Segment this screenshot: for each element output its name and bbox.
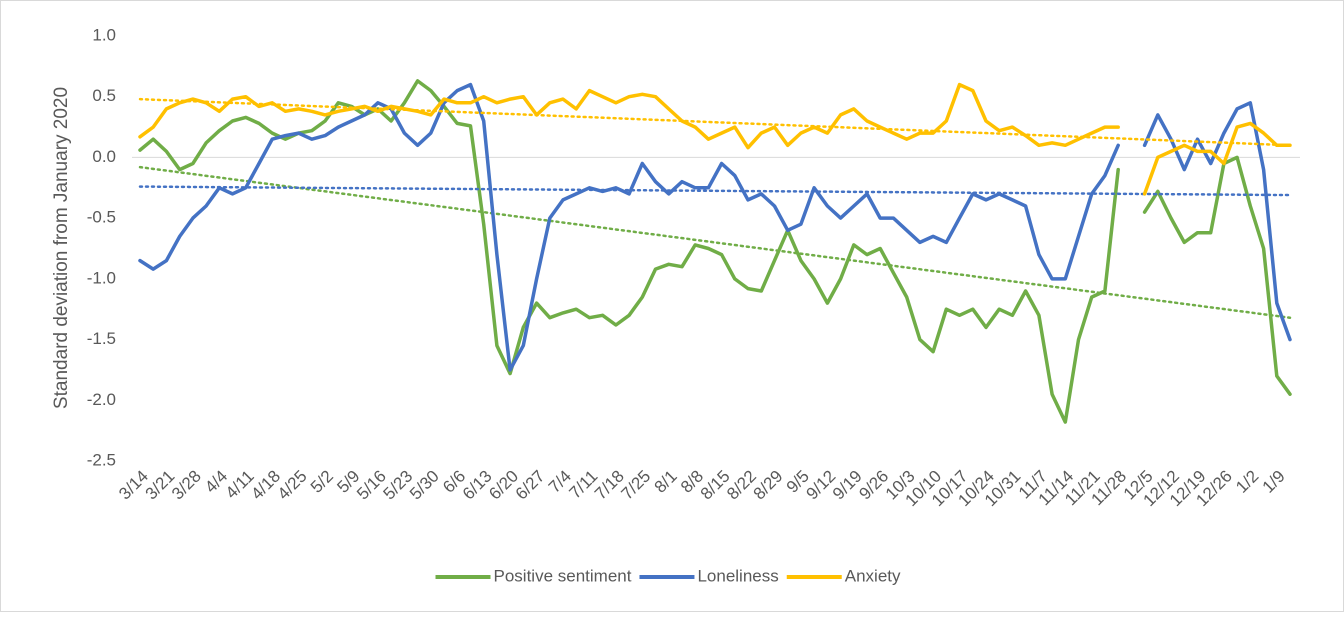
series-line [138,79,1292,424]
legend-label: Anxiety [845,566,901,585]
legend: Positive sentiment Loneliness Anxiety [435,566,901,585]
y-tick-label: 0.0 [92,147,116,166]
y-tick-label: -2.0 [87,390,116,409]
series-line [138,82,1292,196]
trendline [138,97,1292,147]
y-tick-label: -0.5 [87,208,116,227]
y-tick-label: 0.5 [92,86,116,105]
legend-label: Positive sentiment [494,566,632,585]
legend-label: Loneliness [697,566,778,585]
y-tick-label: 1.0 [92,25,116,44]
trendline [138,185,1292,197]
y-tick-label: -1.5 [87,329,116,348]
y-tick-label: -2.5 [87,450,116,469]
y-tick-label: -1.0 [87,268,116,287]
y-axis-title: Standard deviation from January 2020 [51,87,72,409]
series-line [138,82,1292,372]
